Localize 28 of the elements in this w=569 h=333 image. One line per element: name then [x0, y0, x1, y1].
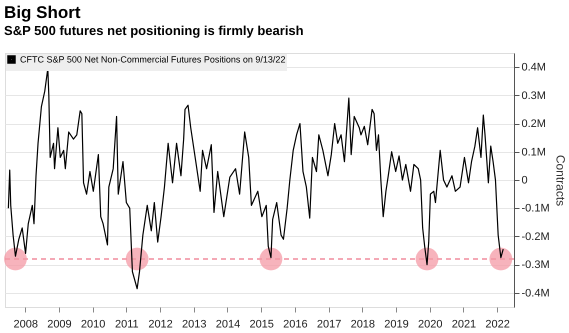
- y-axis-title: Contracts: [554, 154, 568, 206]
- x-tick-label: 2012: [148, 318, 173, 330]
- x-tick-label: 2017: [316, 318, 342, 330]
- x-tick-label: 2021: [452, 318, 476, 330]
- y-tick-label: -0.4M: [522, 287, 550, 300]
- x-tick-label: 2020: [418, 318, 442, 330]
- x-tick-label: 2011: [115, 318, 139, 330]
- y-tick-label: 0.1M: [522, 146, 546, 158]
- y-tick-label: -0.1M: [522, 202, 550, 215]
- x-tick-label: 2014: [216, 318, 240, 330]
- x-tick-label: 2015: [249, 318, 274, 330]
- y-tick-label: -0.3M: [522, 259, 550, 272]
- x-tick-label: 2013: [182, 318, 207, 330]
- x-tick-label: 2010: [80, 318, 106, 330]
- chart-subtitle: S&P 500 futures net positioning is firmly bearish: [4, 23, 304, 38]
- y-tick-label: 0.3M: [522, 90, 546, 102]
- x-tick-label: 2009: [47, 318, 72, 330]
- y-tick-label: 0.2M: [522, 118, 546, 130]
- x-tick-label: 2019: [384, 318, 409, 330]
- x-tick-label: 2016: [283, 318, 308, 330]
- x-tick-label: 2018: [350, 318, 376, 330]
- y-tick-label: 0: [522, 174, 528, 186]
- y-tick-label: 0.4M: [522, 62, 546, 74]
- x-tick-label: 2008: [13, 318, 38, 330]
- legend-label: CFTC S&P 500 Net Non-Commercial Futures Positions on 9/13/22: [20, 54, 286, 64]
- y-tick-label: -0.2M: [522, 230, 550, 243]
- chart-title: Big Short: [4, 3, 81, 22]
- x-tick-label: 2022: [485, 318, 510, 330]
